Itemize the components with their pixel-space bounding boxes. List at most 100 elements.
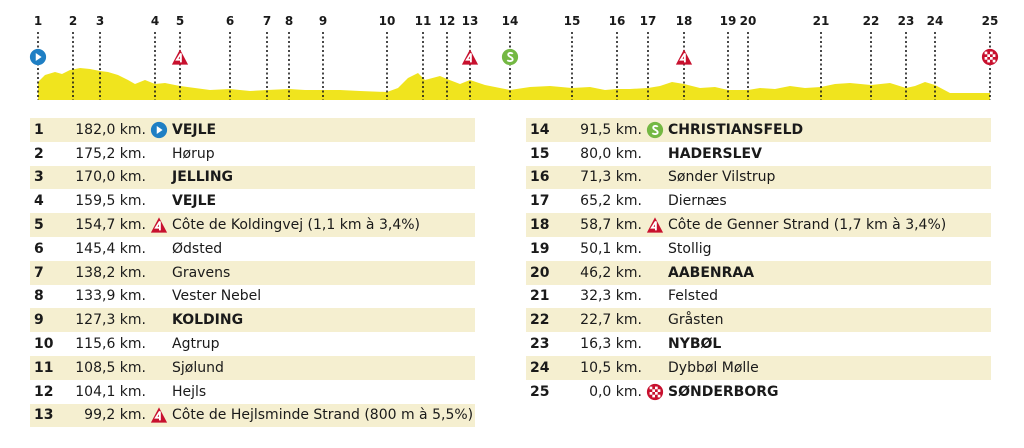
waypoint-row: 7 138,2 km. Gravens [30, 260, 475, 285]
profile-marker-number: 14 [502, 14, 519, 28]
waypoint-distance: 22,7 km. [580, 312, 642, 329]
profile-marker-number: 19 [720, 14, 737, 28]
waypoint-number: 13 [34, 407, 54, 424]
waypoint-number: 17 [530, 193, 550, 210]
waypoint-number: 11 [34, 359, 54, 376]
waypoint-distance: 99,2 km. [84, 407, 146, 424]
profile-marker-icon [981, 48, 999, 66]
profile-marker-number: 3 [96, 14, 104, 28]
waypoint-name: Gråsten [668, 312, 724, 329]
waypoint-name: HADERSLEV [668, 145, 762, 162]
waypoint-number: 3 [34, 169, 44, 186]
profile-marker-number: 16 [609, 14, 626, 28]
profile-marker-number: 15 [564, 14, 581, 28]
waypoint-row: 5 154,7 km. Côte de Koldingvej (1,1 km à 3… [30, 213, 475, 237]
waypoint-distance: 138,2 km. [75, 264, 146, 281]
profile-marker-number: 12 [439, 14, 456, 28]
profile-marker-number: 25 [982, 14, 999, 28]
profile-marker-number: 7 [263, 14, 271, 28]
waypoint-name: Agtrup [172, 336, 220, 353]
profile-marker-number: 9 [319, 14, 327, 28]
waypoint-number: 12 [34, 383, 54, 400]
waypoint-number: 24 [530, 359, 550, 376]
waypoint-name: Sønder Vilstrup [668, 169, 776, 186]
waypoint-number: 16 [530, 169, 550, 186]
waypoint-distance: 46,2 km. [580, 264, 642, 281]
waypoint-distance: 182,0 km. [75, 121, 146, 138]
waypoint-number: 15 [530, 145, 550, 162]
waypoint-name: Diernæs [668, 193, 727, 210]
waypoint-name: Dybbøl Mølle [668, 359, 759, 376]
waypoint-row: 2 175,2 km. Hørup [30, 142, 475, 166]
waypoint-row: 16 71,3 km. Sønder Vilstrup [526, 165, 991, 190]
profile-marker-number: 5 [176, 14, 184, 28]
climb-icon [150, 217, 168, 233]
profile-marker-number: 1 [34, 14, 42, 28]
profile-marker-icon [675, 49, 693, 65]
waypoint-row: 10 115,6 km. Agtrup [30, 332, 475, 356]
profile-marker-number: 2 [69, 14, 77, 28]
waypoint-number: 8 [34, 288, 44, 305]
waypoint-distance: 175,2 km. [75, 145, 146, 162]
waypoint-distance: 71,3 km. [580, 169, 642, 186]
elevation-profile [38, 68, 990, 100]
waypoint-row: 3 170,0 km. JELLING [30, 165, 475, 190]
waypoint-row: 23 16,3 km. NYBØL [526, 332, 991, 356]
profile-marker-number: 6 [226, 14, 234, 28]
waypoint-number: 18 [530, 217, 550, 234]
waypoint-row: 24 10,5 km. Dybbøl Mølle [526, 355, 991, 380]
profile-marker-number: 24 [927, 14, 944, 28]
waypoint-row: 22 22,7 km. Gråsten [526, 308, 991, 333]
waypoint-name: VEJLE [172, 121, 217, 138]
climb-icon [150, 407, 168, 424]
waypoint-number: 10 [34, 336, 54, 353]
waypoint-number: 7 [34, 264, 44, 281]
waypoint-distance: 80,0 km. [580, 145, 642, 162]
sprint-icon [646, 121, 664, 138]
waypoint-number: 4 [34, 193, 44, 210]
waypoint-name: Côte de Koldingvej (1,1 km à 3,4%) [172, 217, 420, 234]
waypoint-name: Sjølund [172, 359, 224, 376]
waypoint-icon-slot [642, 121, 668, 139]
waypoint-number: 19 [530, 240, 550, 257]
waypoint-row: 9 127,3 km. KOLDING [30, 308, 475, 333]
waypoint-name: Vester Nebel [172, 288, 262, 305]
profile-marker-number: 10 [379, 14, 396, 28]
waypoint-distance: 145,4 km. [75, 240, 146, 257]
profile-marker-number: 22 [863, 14, 880, 28]
waypoint-distance: 58,7 km. [580, 217, 642, 234]
waypoint-distance: 65,2 km. [580, 193, 642, 210]
waypoint-distance: 10,5 km. [580, 359, 642, 376]
climb-icon [675, 49, 693, 65]
profile-marker-number: 18 [676, 14, 693, 28]
waypoint-icon-slot [642, 383, 668, 401]
waypoint-row: 13 99,2 km. Côte de Hejlsminde Strand (800… [30, 403, 475, 428]
profile-marker-number: 4 [151, 14, 159, 28]
profile-marker-number: 21 [813, 14, 830, 28]
profile-marker-number: 23 [898, 14, 915, 28]
waypoint-icon-slot [146, 216, 172, 234]
profile-marker-number: 17 [640, 14, 657, 28]
profile-marker-icon [171, 49, 189, 65]
waypoint-number: 2 [34, 145, 44, 162]
profile-marker-number: 11 [415, 14, 432, 28]
waypoint-number: 25 [530, 383, 550, 400]
waypoint-number: 14 [530, 121, 550, 138]
waypoint-distance: 104,1 km. [75, 383, 146, 400]
waypoint-distance: 32,3 km. [580, 288, 642, 305]
sprint-icon [501, 48, 519, 66]
profile-marker-icon [461, 49, 479, 65]
waypoint-name: JELLING [172, 169, 234, 186]
waypoint-number: 23 [530, 336, 550, 353]
waypoint-distance: 108,5 km. [75, 359, 146, 376]
waypoint-row: 17 65,2 km. Diernæs [526, 189, 991, 213]
waypoint-icon-slot [146, 121, 172, 139]
waypoint-table-right: 14 91,5 km. CHRISTIANSFELD 15 80,0 km. HADERS… [526, 118, 991, 404]
waypoint-row: 4 159,5 km. VEJLE [30, 189, 475, 213]
waypoint-row: 1 182,0 km. VEJLE [30, 118, 475, 142]
waypoint-distance: 50,1 km. [580, 240, 642, 257]
waypoint-name: AABENRAA [668, 264, 755, 281]
waypoint-name: Felsted [668, 288, 719, 305]
waypoint-number: 22 [530, 312, 550, 329]
waypoint-number: 1 [34, 121, 44, 138]
